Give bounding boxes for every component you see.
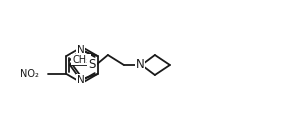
Text: N: N — [77, 75, 84, 85]
Text: CH₃: CH₃ — [72, 55, 90, 65]
Text: N: N — [136, 59, 144, 72]
Text: NO₂: NO₂ — [19, 69, 38, 79]
Text: N: N — [77, 45, 84, 55]
Text: S: S — [88, 59, 96, 72]
